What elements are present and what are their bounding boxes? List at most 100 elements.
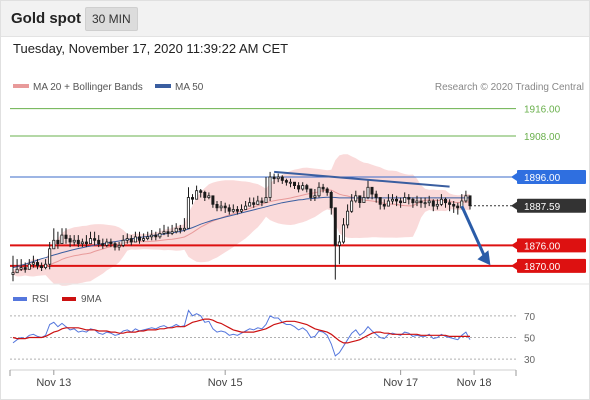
bollinger-bands-layer bbox=[13, 154, 470, 286]
level-tag-bg-1896-00 bbox=[517, 170, 586, 185]
candle-body bbox=[27, 263, 31, 270]
timestamp: Tuesday, November 17, 2020 11:39:22 AM C… bbox=[13, 41, 289, 56]
level-tag-pointer-1876-00 bbox=[511, 241, 517, 250]
candle-body bbox=[419, 200, 423, 204]
candle-body bbox=[80, 241, 84, 245]
ma50-legend-label: MA 50 bbox=[175, 82, 204, 93]
instrument-title: Gold spot bbox=[11, 10, 81, 27]
level-label-1916-00: 1916.00 bbox=[524, 105, 561, 116]
rsi-ma-legend-label: 9MA bbox=[81, 294, 102, 305]
candle-body bbox=[231, 209, 235, 212]
candle-body bbox=[362, 197, 366, 203]
bb-legend-swatch bbox=[13, 84, 29, 88]
candle-body bbox=[288, 181, 292, 184]
level-tag-pointer-1896-00 bbox=[511, 173, 517, 182]
candle-body bbox=[431, 200, 435, 207]
candle-body bbox=[468, 195, 472, 207]
candle-body bbox=[329, 191, 333, 209]
candle-body bbox=[154, 234, 158, 238]
candle-body bbox=[76, 239, 80, 245]
candle-body bbox=[211, 195, 215, 205]
candle-body bbox=[370, 186, 374, 195]
candle-body bbox=[60, 234, 64, 245]
header-bar: Gold spot 30 MIN bbox=[0, 0, 590, 37]
level-tag-bg-1876-00 bbox=[517, 238, 586, 253]
candle-body bbox=[272, 176, 276, 180]
candle-body bbox=[105, 241, 109, 246]
candle-body bbox=[399, 200, 403, 204]
rsi-ma-legend-swatch bbox=[62, 297, 76, 301]
candle-body bbox=[321, 186, 325, 190]
candle-body bbox=[464, 195, 468, 202]
candle-body bbox=[133, 236, 137, 243]
candle-body bbox=[109, 241, 113, 245]
candle-body bbox=[333, 207, 337, 246]
candle-body bbox=[386, 200, 390, 207]
timeframe-button[interactable]: 30 MIN bbox=[85, 7, 138, 31]
level-label-1870-00: 1870.00 bbox=[524, 262, 561, 273]
candle-body bbox=[178, 227, 182, 231]
candle-body bbox=[97, 239, 101, 245]
bollinger-band-area bbox=[13, 154, 470, 286]
candle-body bbox=[129, 238, 133, 243]
candle-body bbox=[415, 200, 419, 204]
candle-body bbox=[150, 234, 154, 238]
candle-body bbox=[374, 193, 378, 198]
candle-body bbox=[235, 209, 239, 212]
candle-body bbox=[407, 197, 411, 200]
rsi-panel: 70 50 30 bbox=[10, 309, 536, 366]
candle-body bbox=[19, 267, 23, 270]
candle-body bbox=[207, 195, 211, 198]
candle-body bbox=[146, 236, 150, 239]
candle-body bbox=[141, 238, 145, 241]
level-tag-pointer-1870-00 bbox=[511, 261, 517, 270]
rsi-tick-label-30: 30 bbox=[524, 355, 536, 366]
candle-body bbox=[366, 186, 370, 199]
candle-body bbox=[394, 198, 398, 202]
rsi-legend: RSI 9MA bbox=[13, 294, 102, 305]
candle-body bbox=[89, 238, 93, 245]
candle-body bbox=[227, 207, 231, 212]
level-label-1887-59: 1887.59 bbox=[524, 202, 561, 213]
level-tag-bg-1887-59 bbox=[517, 198, 586, 213]
candle-body bbox=[195, 190, 199, 200]
candle-body bbox=[170, 231, 174, 234]
candle-body bbox=[378, 197, 382, 205]
candles-layer bbox=[11, 171, 472, 282]
candle-body bbox=[260, 200, 264, 204]
candle-body bbox=[423, 202, 427, 205]
candle-body bbox=[268, 176, 272, 198]
candle-body bbox=[125, 238, 129, 241]
candle-body bbox=[244, 205, 248, 210]
candle-body bbox=[403, 197, 407, 203]
candle-body bbox=[280, 176, 284, 181]
candle-body bbox=[337, 241, 341, 246]
candle-body bbox=[68, 238, 72, 243]
candle-body bbox=[390, 198, 394, 202]
forecast-arrow-shaft bbox=[460, 205, 487, 259]
candle-body bbox=[174, 227, 178, 233]
x-tick-label-2: Nov 17 bbox=[383, 377, 418, 389]
resistance-trendline bbox=[274, 170, 450, 188]
credit-text: Research © 2020 Trading Central bbox=[435, 82, 584, 93]
candle-body bbox=[292, 181, 296, 186]
candle-body bbox=[435, 203, 439, 207]
level-tag-pointer-1887-59 bbox=[511, 201, 517, 210]
candle-body bbox=[44, 263, 48, 269]
candle-body bbox=[264, 197, 268, 203]
candle-body bbox=[297, 185, 301, 190]
level-labels-layer: 1916.00 1908.00 1896.00 1887.59 1876.00 1870.… bbox=[511, 105, 586, 273]
candle-body bbox=[301, 185, 305, 190]
candle-body bbox=[199, 190, 203, 193]
candle-body bbox=[317, 186, 321, 197]
x-tick-label-1: Nov 15 bbox=[208, 377, 243, 389]
level-label-1908-00: 1908.00 bbox=[524, 132, 561, 143]
candle-body bbox=[40, 265, 44, 268]
candle-body bbox=[309, 188, 313, 198]
candle-body bbox=[72, 239, 76, 243]
candle-body bbox=[203, 191, 207, 198]
candle-body bbox=[358, 195, 362, 204]
candle-body bbox=[341, 224, 345, 243]
